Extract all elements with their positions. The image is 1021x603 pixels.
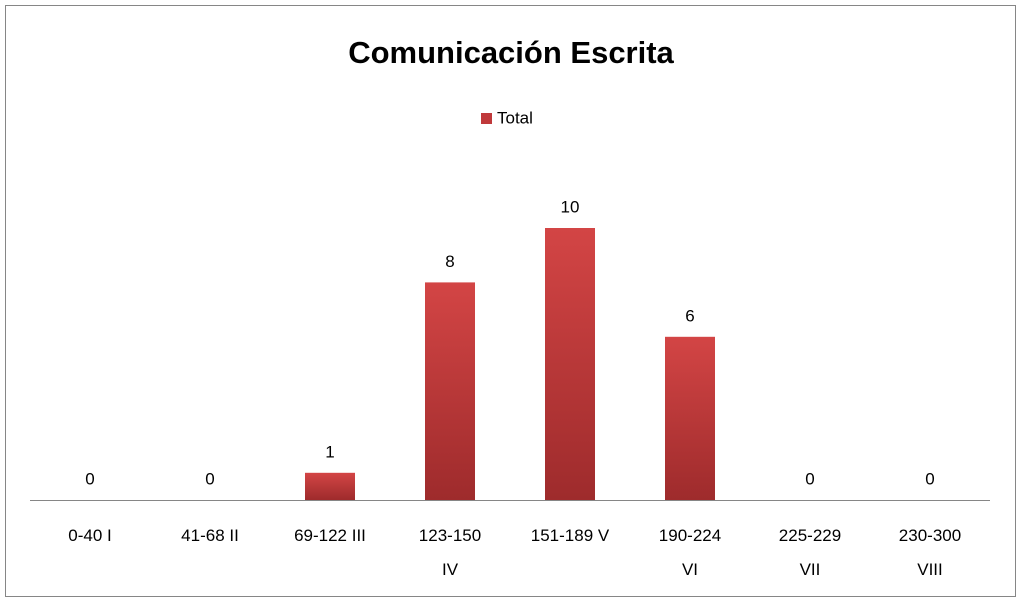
data-label: 0: [805, 469, 814, 488]
x-tick-label: 69-122 III: [294, 526, 366, 545]
data-label: 0: [925, 469, 934, 488]
legend-label: Total: [497, 108, 533, 127]
legend-swatch: [481, 113, 492, 124]
bar: [545, 228, 595, 500]
x-tick-label: 41-68 II: [181, 526, 239, 545]
x-tick-label: 0-40 I: [68, 526, 111, 545]
data-label: 1: [325, 442, 334, 461]
bar: [305, 472, 355, 500]
x-tick-label: 151-189 V: [531, 526, 610, 545]
x-tick-label: 190-224 VI: [659, 526, 721, 579]
x-tick-label: 225-229 VII: [779, 526, 841, 579]
bar: [665, 336, 715, 500]
chart-border: [5, 5, 1016, 597]
data-label: 10: [561, 197, 580, 216]
x-tick-label: 230-300 VIII: [899, 526, 961, 579]
data-label: 0: [85, 469, 94, 488]
x-tick-label: 123-150 IV: [419, 526, 481, 579]
data-label: 0: [205, 469, 214, 488]
data-label: 6: [685, 306, 694, 325]
data-label: 8: [445, 252, 454, 271]
bar: [425, 282, 475, 500]
chart-title: Comunicación Escrita: [348, 35, 674, 70]
